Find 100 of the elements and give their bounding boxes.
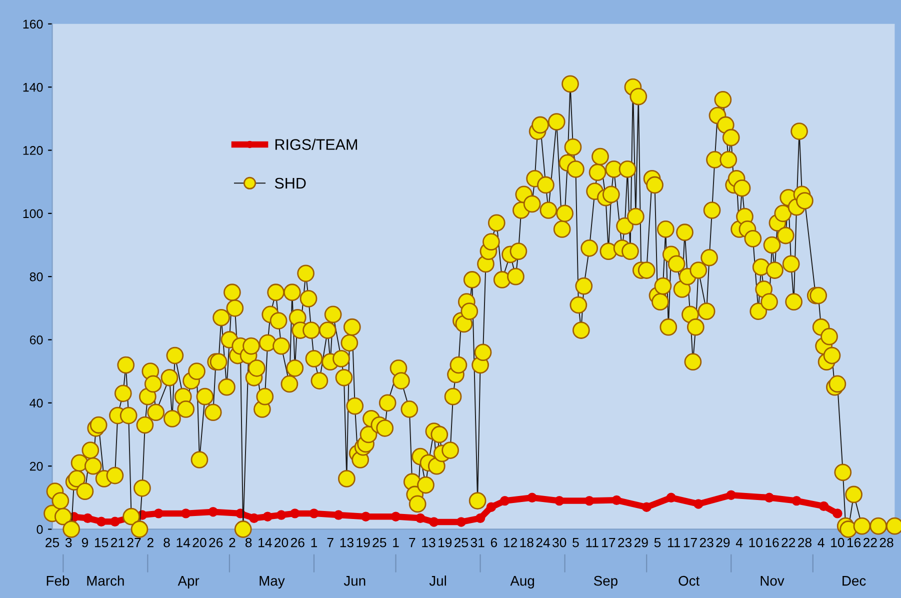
x-tick-label: 25: [454, 538, 468, 548]
x-tick-label: 17: [684, 538, 697, 548]
x-tick-label: 23: [700, 538, 714, 548]
point: [612, 495, 622, 506]
x-tick-label: 10: [749, 538, 762, 548]
text: Feb: [46, 576, 70, 586]
text: May: [260, 576, 285, 588]
x-tick-label: 29: [716, 538, 730, 548]
text: Aug: [510, 576, 534, 588]
x-tick-label: 7: [409, 538, 416, 548]
x-tick-label: 24: [536, 538, 550, 548]
text: Jul: [429, 576, 446, 586]
x-tick-label: 6: [490, 538, 498, 548]
text: Jun: [344, 576, 366, 586]
x-tick-label: 1: [393, 538, 399, 548]
x-tick-label: 8: [164, 538, 170, 548]
x-tick-label: 10: [831, 538, 844, 548]
x-tick-label: 13: [422, 538, 436, 548]
x-tick-label: 19: [438, 538, 452, 548]
legend-label: RIGS/TEAM: [275, 138, 357, 150]
x-tick-label: 22: [782, 538, 796, 548]
point: [527, 492, 537, 503]
y-tick-label: 140: [23, 82, 43, 92]
x-tick-label: 2: [229, 538, 236, 548]
x-tick-label: 17: [602, 538, 616, 548]
x-tick-label: 4: [818, 538, 824, 548]
point: [726, 490, 736, 500]
x-tick-label: 18: [520, 538, 534, 548]
y-tick-label: 100: [23, 209, 43, 218]
point: [96, 516, 106, 527]
point: [249, 513, 259, 524]
x-tick-label: 27: [127, 538, 141, 548]
x-tick-label: 20: [192, 538, 206, 548]
point: [262, 512, 272, 522]
x-tick-label: 22: [863, 538, 877, 548]
point: [180, 508, 191, 518]
point: [764, 492, 774, 503]
x-tick-label: 11: [586, 538, 598, 548]
point: [309, 508, 319, 518]
point: [666, 492, 676, 503]
x-tick-label: 2: [147, 538, 154, 548]
y-tick-label: 40: [30, 398, 43, 408]
point: [792, 496, 802, 506]
x-tick-label: 4: [736, 538, 743, 548]
x-tick-label: 29: [634, 538, 648, 548]
x-tick-label: 11: [668, 538, 680, 548]
point: [475, 513, 486, 524]
x-tick-label: 31: [470, 538, 484, 548]
x-tick-label: 14: [258, 538, 272, 548]
x-tick-label: 30: [552, 538, 566, 548]
x-tick-label: 20: [274, 538, 288, 548]
x-tick-label: 8: [245, 538, 252, 548]
x-tick-label: 5: [572, 538, 579, 548]
point: [154, 508, 164, 518]
point: [110, 516, 120, 527]
x-tick-label: 13: [340, 538, 354, 548]
text: March: [87, 576, 124, 586]
x-tick-label: 1: [311, 538, 318, 548]
y-tick-label: 120: [23, 146, 43, 155]
point: [360, 512, 371, 522]
point: [486, 502, 496, 512]
x-tick-label: 9: [82, 538, 88, 548]
y-tick-label: 160: [23, 20, 43, 29]
y-tick-label: 20: [30, 462, 43, 471]
x-tick-label: 26: [209, 538, 223, 548]
x-tick-label: 15: [95, 538, 108, 548]
x-tick-label: 28: [880, 538, 894, 548]
point: [584, 496, 594, 506]
point: [456, 517, 466, 527]
text: Dec: [842, 576, 866, 586]
text: Nov: [760, 576, 784, 586]
y-tick-label: 60: [30, 336, 43, 344]
point: [290, 508, 300, 518]
x-tick-label: 12: [504, 538, 517, 548]
text: Sep: [594, 576, 618, 588]
point: [694, 499, 704, 509]
point: [500, 496, 510, 506]
point: [415, 513, 426, 524]
x-tick-label: 26: [290, 538, 304, 548]
point: [818, 501, 829, 512]
legend-label: SHD: [274, 178, 306, 189]
text: Apr: [178, 576, 200, 588]
x-tick-label: 19: [356, 538, 370, 548]
point: [208, 507, 218, 517]
x-tick-label: 21: [111, 538, 124, 548]
point: [832, 508, 842, 518]
x-tick-label: 7: [327, 538, 334, 548]
y-tick-label: 0: [36, 525, 43, 534]
x-tick-label: 25: [46, 538, 60, 548]
point: [554, 496, 564, 506]
x-tick-label: 3: [65, 538, 72, 548]
x-tick-label: 28: [798, 538, 812, 548]
x-tick-label: 16: [847, 538, 861, 548]
x-tick-label: 5: [654, 538, 661, 548]
x-tick-label: 25: [372, 538, 386, 548]
x-tick-label: 16: [766, 538, 779, 548]
text: Oct: [678, 576, 700, 586]
point: [276, 510, 286, 520]
point: [642, 502, 652, 512]
point: [429, 517, 439, 527]
